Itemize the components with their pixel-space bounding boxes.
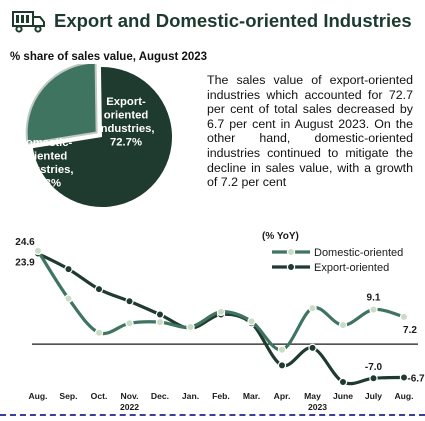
data-label-domestic-0: 24.6 xyxy=(15,237,35,248)
data-point-domestic-0 xyxy=(33,246,43,256)
x-tick-label-3: Nov. xyxy=(121,391,139,401)
pie-chart: Export-oriented Industries, 72.7% Domestic-… xyxy=(16,64,173,208)
pie-slice-domestic xyxy=(25,64,98,145)
data-label-export-11: -7.0 xyxy=(365,362,383,373)
x-tick-label-6: Feb. xyxy=(212,391,230,401)
data-point-domestic-1 xyxy=(64,294,73,303)
x-tick-label-2: Oct. xyxy=(91,391,108,401)
page-title: Export and Domestic-oriented Industries xyxy=(54,10,412,31)
description-text: The sales value of export-oriented indus… xyxy=(207,73,413,190)
pie-slice-export xyxy=(32,67,173,208)
x-tick-label-7: Mar. xyxy=(243,391,260,401)
data-point-domestic-7 xyxy=(247,317,256,326)
legend-label-domestic: Domestic-oriented xyxy=(314,247,403,259)
data-point-export-4 xyxy=(155,310,165,319)
data-point-export-12 xyxy=(399,373,409,382)
line-chart: 24.6 9.1 7.2 23.9 -7.0 -6.7 Aug. Sep. Oct. Nov. De… xyxy=(15,231,425,412)
x-tick-label-1: Sep. xyxy=(59,391,77,401)
data-point-domestic-3 xyxy=(125,319,134,328)
x-tick-label-5: Jan. xyxy=(182,391,199,401)
data-point-export-10 xyxy=(338,377,348,387)
pie-label-domestic: Domestic-oriented Industries, 27.3% xyxy=(16,137,73,190)
data-point-domestic-2 xyxy=(94,328,104,337)
x-tick-label-8: Apr. xyxy=(274,391,291,401)
x-tick-label-11: July xyxy=(365,391,382,401)
x-year-label-2022: 2022 xyxy=(120,402,139,412)
data-point-export-11 xyxy=(369,374,378,383)
x-tick-label-10: June xyxy=(333,391,353,401)
data-point-domestic-12 xyxy=(399,312,409,322)
header: Export and Domestic-oriented Industries xyxy=(0,0,425,44)
data-point-domestic-10 xyxy=(338,320,348,330)
data-label-export-0: 23.9 xyxy=(15,258,35,269)
data-point-domestic-4 xyxy=(155,317,165,327)
data-point-export-1 xyxy=(64,264,73,274)
data-point-domestic-8 xyxy=(277,345,287,354)
data-point-domestic-11 xyxy=(369,305,378,314)
x-tick-label-0: Aug. xyxy=(28,391,47,401)
legend-marker-export xyxy=(286,262,296,272)
data-point-export-9 xyxy=(308,343,317,353)
unit-label: (% YoY) xyxy=(262,231,299,242)
legend-label-export: Export-oriented xyxy=(314,262,389,274)
data-label-export-12: -6.7 xyxy=(407,373,425,384)
data-point-domestic-6 xyxy=(216,307,226,317)
bottom-divider xyxy=(0,414,425,416)
x-tick-label-9: May xyxy=(304,391,321,401)
data-label-domestic-11: 9.1 xyxy=(367,293,381,304)
data-point-export-8 xyxy=(277,361,287,370)
data-point-export-3 xyxy=(125,297,134,306)
pie-label-export: Export-oriented Industries, 72.7% xyxy=(97,96,154,149)
x-tick-label-4: Dec. xyxy=(151,391,169,401)
legend-marker-domestic xyxy=(286,247,296,257)
truck-icon xyxy=(12,11,45,33)
data-label-domestic-12: 7.2 xyxy=(403,325,417,336)
x-tick-label-12: Aug. xyxy=(394,391,413,401)
x-year-label-2023: 2023 xyxy=(308,402,327,412)
data-point-domestic-9 xyxy=(308,303,317,313)
data-point-export-2 xyxy=(94,284,104,294)
data-point-domestic-5 xyxy=(186,322,195,332)
pie-subtitle: % share of sales value, August 2023 xyxy=(10,51,208,63)
